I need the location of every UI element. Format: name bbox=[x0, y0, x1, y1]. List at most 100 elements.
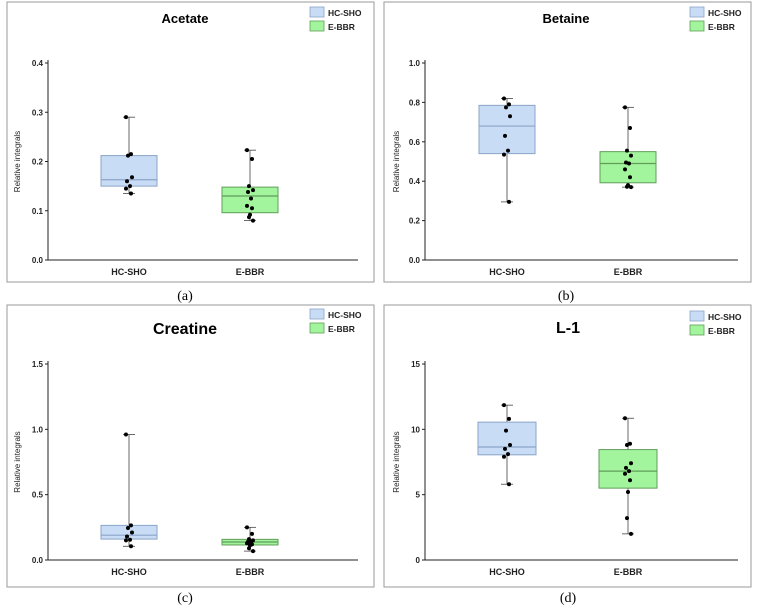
data-point bbox=[628, 126, 632, 131]
y-tick-label: 0.4 bbox=[32, 59, 44, 68]
data-point bbox=[247, 546, 251, 551]
y-axis-label: Relative integrals bbox=[392, 431, 401, 492]
y-tick-label: 0.4 bbox=[409, 177, 421, 186]
data-point bbox=[508, 443, 512, 448]
legend-swatch bbox=[689, 6, 705, 18]
y-axis-label: Relative integrals bbox=[13, 431, 22, 492]
legend: HC-SHO E-BBR bbox=[689, 6, 742, 32]
box-hc-sho bbox=[478, 96, 536, 204]
legend-entry: HC-SHO bbox=[708, 312, 742, 322]
data-point bbox=[628, 175, 632, 180]
data-point bbox=[502, 152, 506, 157]
legend: HC-SHO E-BBR bbox=[689, 310, 742, 336]
data-point bbox=[129, 523, 133, 528]
data-point bbox=[629, 461, 633, 466]
y-tick-label: 0.3 bbox=[32, 108, 44, 117]
data-point bbox=[245, 541, 249, 546]
data-point bbox=[507, 102, 511, 107]
panel-d: L-1 HC-SHO E-BBR 0 5 10 15 Relative integrals HC… bbox=[383, 304, 752, 588]
legend-swatch bbox=[689, 324, 705, 336]
data-point bbox=[247, 184, 251, 189]
data-point bbox=[245, 525, 249, 530]
data-point bbox=[130, 175, 134, 180]
data-point bbox=[125, 534, 129, 539]
legend-swatch bbox=[309, 6, 325, 18]
panel-caption: (a) bbox=[177, 289, 193, 304]
data-point bbox=[625, 148, 629, 153]
data-point bbox=[628, 441, 632, 446]
legend-entry: E-BBR bbox=[328, 22, 355, 32]
y-tick-label: 0.0 bbox=[32, 256, 44, 265]
y-tick-label: 5 bbox=[416, 491, 421, 500]
box-e-bbr bbox=[221, 148, 279, 223]
data-point bbox=[124, 432, 128, 437]
data-point bbox=[625, 443, 629, 448]
legend-swatch bbox=[309, 322, 325, 334]
legend-entry: E-BBR bbox=[328, 324, 355, 334]
panel-frame bbox=[383, 1, 752, 283]
data-point bbox=[128, 184, 132, 189]
legend-entry: HC-SHO bbox=[708, 8, 742, 18]
y-tick-label: 1.0 bbox=[32, 425, 44, 434]
data-point bbox=[128, 537, 132, 542]
y-tick-label: 0.0 bbox=[32, 556, 44, 565]
data-point bbox=[502, 454, 506, 459]
data-point bbox=[246, 190, 250, 195]
box-e-bbr bbox=[598, 416, 658, 536]
panel-frame bbox=[6, 304, 375, 588]
data-point bbox=[623, 105, 627, 110]
panel-caption: (d) bbox=[560, 591, 577, 606]
box-hc-sho bbox=[100, 115, 158, 196]
box-iqr bbox=[477, 421, 537, 456]
data-point bbox=[130, 530, 134, 535]
data-point bbox=[124, 115, 128, 120]
y-axis-label: Relative integrals bbox=[13, 131, 22, 192]
x-category-label: E-BBR bbox=[236, 267, 265, 277]
data-point bbox=[247, 215, 251, 220]
data-point bbox=[129, 191, 133, 196]
data-point bbox=[251, 188, 255, 193]
legend-entry: E-BBR bbox=[708, 22, 735, 32]
panel-b: Betaine HC-SHO E-BBR 0.0 0.2 0.4 0.6 0.8 1.0 Rela… bbox=[383, 1, 752, 283]
box-iqr bbox=[478, 104, 536, 155]
y-tick-label: 10 bbox=[411, 425, 420, 434]
x-category-label: HC-SHO bbox=[111, 567, 147, 577]
data-point bbox=[251, 549, 255, 554]
legend-entry: HC-SHO bbox=[328, 8, 362, 18]
y-tick-label: 15 bbox=[411, 360, 420, 369]
data-point bbox=[504, 105, 508, 110]
box-hc-sho bbox=[477, 403, 537, 487]
chart-title: Acetate bbox=[162, 11, 209, 26]
data-point bbox=[623, 167, 627, 172]
y-tick-label: 0.6 bbox=[409, 138, 421, 147]
data-point bbox=[503, 446, 507, 451]
panel-frame bbox=[6, 1, 375, 283]
data-point bbox=[129, 152, 133, 157]
y-tick-label: 0 bbox=[416, 556, 421, 565]
data-point bbox=[124, 538, 128, 543]
data-point bbox=[508, 114, 512, 119]
legend-swatch bbox=[689, 310, 705, 322]
y-tick-label: 0.5 bbox=[32, 491, 44, 500]
data-point bbox=[627, 161, 631, 166]
x-category-label: HC-SHO bbox=[489, 567, 525, 577]
y-tick-label: 1.0 bbox=[409, 59, 421, 68]
data-point bbox=[249, 196, 253, 201]
data-point bbox=[250, 206, 254, 211]
panel-caption: (b) bbox=[558, 289, 575, 304]
data-point bbox=[125, 179, 129, 184]
box-hc-sho bbox=[100, 432, 158, 549]
data-point bbox=[250, 531, 254, 536]
data-point bbox=[251, 218, 255, 223]
x-category-label: E-BBR bbox=[614, 267, 643, 277]
data-point bbox=[625, 184, 629, 189]
data-point bbox=[245, 148, 249, 153]
x-category-label: E-BBR bbox=[614, 567, 643, 577]
data-point bbox=[506, 452, 510, 457]
legend: HC-SHO E-BBR bbox=[309, 308, 362, 334]
box-e-bbr bbox=[221, 525, 279, 554]
data-point bbox=[627, 469, 631, 474]
y-tick-label: 0.8 bbox=[409, 98, 421, 107]
panel-a: Acetate HC-SHO E-BBR 0.0 0.1 0.2 0.3 0.4 Relativ… bbox=[6, 1, 375, 283]
